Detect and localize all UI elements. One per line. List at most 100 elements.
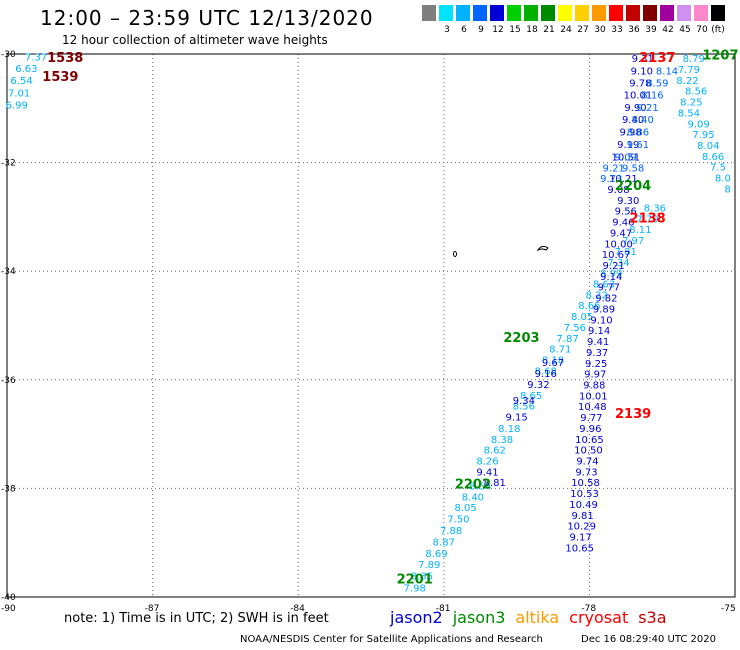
wave-height-value: 7.5 <box>710 163 726 174</box>
wave-height-value: 8.05 <box>571 312 593 323</box>
wave-height-value: 6.99 <box>6 100 28 111</box>
wave-height-value: 9.10 <box>590 315 612 326</box>
wave-height-value: 9.73 <box>600 174 622 185</box>
legend-swatch <box>694 5 708 21</box>
wave-height-value: 9.96 <box>579 424 601 435</box>
wave-height-value: 8.0 <box>715 174 731 185</box>
wave-height-value: 9.08 <box>607 185 629 196</box>
wave-height-value: 9.21 <box>603 163 625 174</box>
legend-label: 18 <box>526 25 538 35</box>
wave-height-value: 9.30 <box>617 196 639 207</box>
wave-height-value: 9.09 <box>687 119 709 130</box>
wave-height-value: 10.21 <box>609 174 638 185</box>
wave-height-value: 8.66 <box>578 301 600 312</box>
legend-label: 21 <box>543 25 555 35</box>
wave-height-value: 8.63 <box>593 279 615 290</box>
legend-unit: (ft) <box>711 25 725 35</box>
wave-height-value: 8.35 <box>411 572 433 583</box>
wave-height-value: 7.50 <box>447 515 469 526</box>
time-label: 2201 <box>397 572 433 587</box>
source-jason3: jason3 <box>452 608 506 627</box>
wave-height-value: 8.36 <box>644 203 666 214</box>
source-cryosat: cryosat <box>569 608 629 627</box>
wave-height-value: 8.86 <box>627 127 649 138</box>
wave-height-legend: 3 6 9 12 15 18 21 24 27 30 33 36 39 42 45 70 (ft) <box>422 5 734 35</box>
wave-height-value: 7.34 <box>607 258 629 269</box>
lon-tick-label: -87 <box>145 604 160 614</box>
wave-height-value: 8.54 <box>469 481 491 492</box>
wave-height-value: 8.11 <box>629 225 651 236</box>
legend-swatch <box>643 5 657 21</box>
wave-height-value: 7.95 <box>692 130 714 141</box>
legend-swatch <box>660 5 674 21</box>
wave-height-value: 9.58 <box>622 163 644 174</box>
wave-height-value: 7.01 <box>8 88 30 99</box>
map-subtitle: 12 hour collection of altimeter wave hei… <box>62 33 328 47</box>
legend-swatch <box>524 5 538 21</box>
wave-height-value: 9.21 <box>603 261 625 272</box>
wave-height-value: 8.71 <box>549 345 571 356</box>
wave-height-value: 8.14 <box>656 67 678 78</box>
source-altika: altika <box>515 608 560 627</box>
wave-height-value: 9.09 <box>615 152 637 163</box>
wave-height-value: 10.50 <box>574 446 603 457</box>
wave-height-value: 9.56 <box>615 207 637 218</box>
legend-label: 30 <box>594 25 606 35</box>
wave-height-value: 9.31 <box>632 54 654 65</box>
legend-swatch <box>473 5 487 21</box>
wave-height-value: 9.25 <box>585 359 607 370</box>
legend-swatch <box>490 5 504 21</box>
wave-height-value: 9.78 <box>629 79 651 90</box>
legend-label: 9 <box>478 25 484 35</box>
time-label: 1538 <box>47 51 83 66</box>
wave-height-value: 10.00 <box>604 239 633 250</box>
wave-height-value: 10.51 <box>611 152 640 163</box>
wave-height-value: 9.47 <box>610 228 632 239</box>
lon-tick-label: -78 <box>581 604 596 614</box>
wave-height-value: 10.53 <box>570 489 599 500</box>
wave-height-value: 8.26 <box>476 457 498 468</box>
wave-height-value: 7.89 <box>418 560 440 571</box>
wave-height-value: 8.05 <box>455 503 477 514</box>
lat-tick-label: -38 <box>1 484 16 494</box>
wave-height-value: 8 <box>725 184 731 195</box>
time-label: 2202 <box>455 477 491 492</box>
wave-height-value: 8.22 <box>676 76 698 87</box>
wave-height-value: 9.19 <box>617 140 639 151</box>
island-shape <box>453 251 457 257</box>
wave-height-value: 9.88 <box>583 380 605 391</box>
lon-tick-label: -75 <box>721 604 736 614</box>
wave-height-value: 8.79 <box>683 54 705 65</box>
lon-tick-label: -84 <box>290 604 305 614</box>
wave-height-value: 9.17 <box>570 533 592 544</box>
wave-height-value: 10.67 <box>602 250 631 261</box>
wave-height-value: 7.81 <box>615 247 637 258</box>
lat-tick-label: -36 <box>1 376 16 386</box>
footer-timestamp: Dec 16 08:29:40 UTC 2020 <box>581 634 716 645</box>
wave-height-value: 9.97 <box>584 370 606 381</box>
map-frame <box>6 53 736 598</box>
legend-swatch <box>507 5 521 21</box>
wave-height-value: 9.46 <box>612 218 634 229</box>
island-shape <box>536 245 549 252</box>
wave-height-value: 7.88 <box>440 526 462 537</box>
time-label: 2138 <box>630 211 666 226</box>
lon-tick-label: -90 <box>1 604 16 614</box>
wave-height-value: 9.32 <box>527 380 549 391</box>
lon-tick-label: -81 <box>436 604 451 614</box>
source-jason2: jason2 <box>390 608 443 627</box>
map-title: 12:00 – 23:59 UTC 12/13/2020 <box>40 6 374 30</box>
legend-label: 3 <box>444 25 450 35</box>
wave-height-value: 8.04 <box>697 141 719 152</box>
time-label: 2203 <box>503 331 539 346</box>
wave-height-value: 10.65 <box>565 543 594 554</box>
legend-swatch <box>439 5 453 21</box>
legend-swatch <box>609 5 623 21</box>
wave-height-value: 8.16 <box>641 91 663 102</box>
wave-height-value: 9.77 <box>598 283 620 294</box>
wave-height-value: 9.61 <box>627 140 649 151</box>
wave-height-value: 9.41 <box>587 337 609 348</box>
wave-height-value: 8.99 <box>600 269 622 280</box>
wave-height-value: 8.65 <box>520 391 542 402</box>
legend-swatch <box>575 5 589 21</box>
